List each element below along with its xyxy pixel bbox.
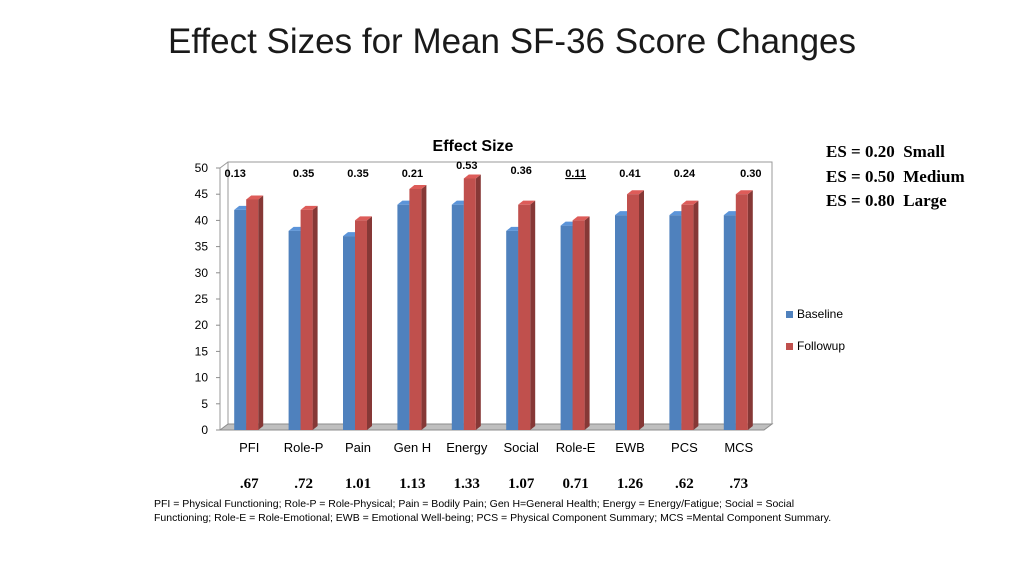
effect-size-top-label: 0.36 [510, 165, 531, 177]
bar-followup-pfi [246, 195, 264, 430]
bar-followup-social [518, 200, 536, 430]
es-legend-small: ES = 0.20 Small [826, 142, 945, 161]
y-tick-label: 35 [195, 240, 209, 254]
y-tick-label: 15 [195, 344, 209, 358]
x-tick-label: PCS [671, 440, 698, 455]
legend-item-baseline: Baseline [786, 306, 845, 322]
effect-size-bottom-value: 0.71 [562, 476, 588, 492]
y-tick-label: 25 [195, 292, 209, 306]
es-legend-large: ES = 0.80 Large [826, 191, 947, 210]
effect-size-top-label: 0.24 [674, 168, 696, 180]
effect-size-bottom-value: .67 [240, 476, 259, 492]
effect-size-top-label: 0.53 [456, 160, 477, 172]
x-tick-label: PFI [239, 440, 259, 455]
bar-followup-pcs [681, 200, 699, 430]
y-tick-label: 40 [195, 213, 209, 227]
y-tick-label: 0 [201, 423, 208, 437]
x-tick-label: Gen H [394, 440, 432, 455]
effect-size-bottom-value: 1.13 [399, 476, 425, 492]
legend-item-followup: Followup [786, 338, 845, 354]
chart-title: Effect Size [433, 138, 514, 155]
bar-followup-mcs [735, 190, 753, 430]
effect-size-legend: ES = 0.20 Small ES = 0.50 Medium ES = 0.… [826, 140, 965, 214]
x-tick-label: MCS [724, 440, 753, 455]
x-tick-label: Social [503, 440, 539, 455]
x-tick-label: EWB [615, 440, 645, 455]
effect-size-top-label: 0.35 [347, 168, 368, 180]
y-tick-label: 5 [201, 397, 208, 411]
y-tick-label: 20 [195, 318, 209, 332]
effect-size-bottom-value: .73 [729, 476, 748, 492]
x-tick-label: Role-P [284, 440, 324, 455]
x-tick-label: Role-E [556, 440, 596, 455]
y-tick-label: 45 [195, 187, 209, 201]
effect-size-bottom-value: 1.33 [454, 476, 480, 492]
bar-followup-role-e [572, 216, 590, 430]
effect-size-bottom-value: 1.01 [345, 476, 371, 492]
bar-followup-gen-h [409, 184, 427, 430]
bar-followup-role-p [300, 205, 318, 430]
effect-size-bottom-value: .62 [675, 476, 694, 492]
legend-label-followup: Followup [797, 339, 846, 353]
legend-swatch-baseline [786, 310, 793, 318]
effect-size-top-label: 0.13 [224, 168, 245, 180]
legend-swatch-followup [786, 342, 793, 350]
bar-followup-energy [463, 174, 481, 430]
effect-size-bottom-value: .72 [294, 476, 313, 492]
y-tick-label: 10 [195, 371, 209, 385]
x-tick-label: Energy [446, 440, 488, 455]
effect-size-top-label: 0.21 [402, 168, 423, 180]
bar-followup-pain [355, 216, 372, 430]
plot-frame-edge [219, 161, 229, 169]
effect-size-top-label: 0.30 [740, 168, 761, 180]
y-tick-label: 50 [195, 161, 209, 175]
effect-size-top-label: 0.41 [619, 168, 640, 180]
bar-followup-ewb [627, 190, 644, 430]
effect-size-top-label: 0.35 [293, 168, 314, 180]
effect-size-top-label: 0.11 [565, 168, 586, 180]
es-legend-medium: ES = 0.50 Medium [826, 166, 965, 186]
y-tick-label: 30 [195, 266, 209, 280]
series-legend: Baseline Followup [786, 306, 845, 370]
legend-label-baseline: Baseline [797, 307, 844, 321]
footnote: PFI = Physical Functioning; Role-P = Rol… [154, 498, 832, 524]
effect-size-bottom-value: 1.07 [508, 476, 535, 492]
slide-title: Effect Sizes for Mean SF-36 Score Change… [167, 22, 857, 61]
effect-size-bottom-value: 1.26 [617, 476, 644, 492]
x-tick-label: Pain [345, 440, 371, 455]
